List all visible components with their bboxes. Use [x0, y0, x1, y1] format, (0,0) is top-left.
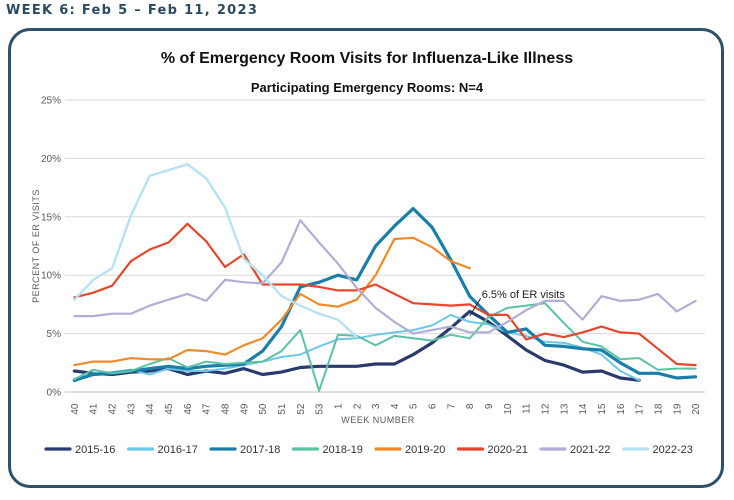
x-tick-label: 14	[578, 403, 589, 415]
x-tick-label: 5	[409, 403, 420, 409]
x-tick-label: 1	[333, 403, 344, 409]
x-tick-label: 18	[653, 403, 664, 415]
x-tick-label: 8	[465, 403, 476, 409]
x-tick-label: 9	[484, 403, 495, 409]
week-header: WEEK 6: Feb 5 – Feb 11, 2023	[6, 3, 259, 18]
x-tick-label: 11	[522, 403, 533, 414]
x-tick-label: 17	[635, 403, 646, 415]
x-tick-label: 49	[239, 403, 250, 415]
x-tick-label: 20	[691, 403, 702, 415]
legend-label-2020-21: 2020-21	[488, 444, 528, 456]
chart-title: % of Emergency Room Visits for Influenza…	[160, 50, 574, 67]
y-tick-label: 0%	[47, 388, 62, 399]
annotation-leader	[469, 297, 482, 317]
chart-annotation: 6.5% of ER visits	[469, 289, 566, 317]
series-line-2017-18	[72, 207, 698, 382]
x-tick-label: 7	[446, 403, 457, 409]
x-tick-label: 12	[541, 403, 552, 415]
x-tick-label: 3	[371, 403, 382, 409]
x-tick-label: 53	[315, 403, 326, 415]
series-line-2020-21	[73, 222, 697, 367]
x-tick-label: 40	[70, 403, 81, 415]
annotation-label: 6.5% of ER visits	[482, 289, 566, 301]
legend-label-2022-23: 2022-23	[653, 444, 693, 456]
x-tick-label: 43	[126, 403, 137, 415]
series-line-2018-19	[73, 302, 697, 392]
y-axis-ticks: 0% 5% 10% 15% 20% 25%	[41, 96, 61, 399]
x-tick-label: 46	[183, 403, 194, 415]
series-line-2019-20	[73, 236, 471, 367]
legend-label-2015-16: 2015-16	[75, 444, 115, 456]
x-axis-ticks: 40 41 42 43 44 45 46 47 48 49 50 51 52 53 1 2 3 4 5 6 7 8 9 10 1…	[70, 403, 702, 415]
x-tick-label: 16	[616, 403, 627, 415]
x-axis-title: WEEK NUMBER	[341, 415, 415, 425]
x-tick-label: 45	[164, 403, 175, 415]
series-line-2022-23	[73, 163, 358, 339]
x-tick-label: 19	[672, 403, 683, 415]
x-tick-label: 42	[108, 403, 119, 415]
x-tick-label: 41	[89, 403, 100, 415]
y-axis-title: PERCENT OF ER VISITS	[31, 189, 41, 303]
chart-frame	[8, 28, 724, 488]
series-line-2016-17	[73, 313, 641, 383]
legend-label-2016-17: 2016-17	[158, 444, 198, 456]
legend-label-2017-18: 2017-18	[240, 444, 280, 456]
y-tick-label: 5%	[47, 329, 62, 340]
y-tick-label: 20%	[41, 154, 61, 165]
legend-label-2019-20: 2019-20	[405, 444, 445, 456]
x-tick-label: 2	[352, 403, 363, 409]
y-tick-label: 15%	[41, 212, 61, 223]
x-tick-label: 15	[597, 403, 608, 415]
x-tick-label: 47	[202, 403, 213, 415]
x-tick-label: 44	[145, 403, 156, 415]
x-tick-label: 10	[503, 403, 514, 415]
y-tick-label: 10%	[41, 271, 61, 282]
x-tick-label: 50	[258, 403, 269, 415]
y-tick-label: 25%	[41, 96, 61, 107]
x-tick-label: 4	[390, 403, 401, 409]
chart-legend: 2015-16 2016-17 2017-18 2018-19 2019-20 2020-…	[44, 444, 693, 456]
chart-gridlines	[65, 99, 705, 393]
x-tick-label: 6	[428, 403, 439, 409]
series-line-2021-22	[73, 219, 697, 335]
chart-subtitle: Participating Emergency Rooms: N=4	[250, 80, 484, 95]
x-tick-label: 52	[296, 403, 307, 415]
x-tick-label: 13	[559, 403, 570, 415]
x-tick-label: 48	[221, 403, 232, 415]
legend-label-2021-22: 2021-22	[570, 444, 610, 456]
chart-series	[72, 163, 698, 392]
x-tick-label: 51	[277, 403, 288, 415]
legend-label-2018-19: 2018-19	[323, 444, 363, 456]
